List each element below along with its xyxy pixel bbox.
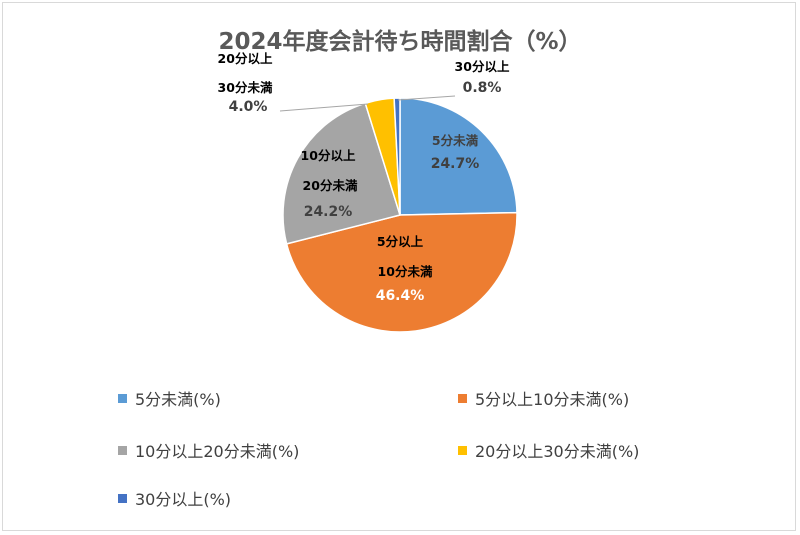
legend-swatch bbox=[118, 493, 127, 503]
legend-swatch bbox=[118, 445, 127, 455]
slice-value-label: 0.8% bbox=[463, 80, 502, 96]
slice-category-label: 10分未満 bbox=[378, 264, 433, 279]
pie-slice-5 bbox=[393, 97, 401, 216]
legend-label: 5分以上10分未満(%) bbox=[475, 390, 630, 409]
legend-label: 30分以上(%) bbox=[135, 490, 232, 509]
slice-category-label: 30分以上 bbox=[455, 59, 510, 74]
legend-label: 5分未満(%) bbox=[135, 390, 221, 409]
leader-line bbox=[397, 95, 456, 101]
pie-slice-2 bbox=[285, 211, 518, 333]
slice-value-label: 24.2% bbox=[304, 204, 353, 220]
chart-title: 2024年度会計待ち時間割合（%） bbox=[218, 29, 582, 55]
pie-slice-1 bbox=[399, 97, 518, 216]
legend-swatch bbox=[118, 393, 127, 403]
slice-category-label: 10分以上 bbox=[301, 148, 356, 163]
legend-swatch bbox=[458, 445, 467, 455]
legend-label: 10分以上20分未満(%) bbox=[135, 442, 300, 461]
legend-item: 20分以上30分未満(%) bbox=[458, 438, 639, 462]
legend-label: 20分以上30分未満(%) bbox=[475, 442, 640, 461]
slice-value-label: 46.4% bbox=[376, 288, 425, 304]
slice-value-label: 4.0% bbox=[229, 99, 268, 115]
legend-item: 10分以上20分未満(%) bbox=[118, 438, 299, 462]
legend-swatch bbox=[458, 393, 467, 403]
slice-category-label: 5分未満 bbox=[432, 133, 479, 148]
slice-category-label: 30分未満 bbox=[218, 80, 273, 95]
legend-item: 30分以上(%) bbox=[118, 486, 231, 510]
leader-line bbox=[279, 103, 369, 112]
slice-value-label: 24.7% bbox=[431, 156, 480, 172]
slice-category-label: 20分以上 bbox=[218, 51, 273, 66]
pie-slice-3 bbox=[282, 102, 401, 245]
slice-category-label: 5分以上 bbox=[377, 234, 424, 249]
legend-item: 5分未満(%) bbox=[118, 386, 221, 410]
legend-item: 5分以上10分未満(%) bbox=[458, 386, 629, 410]
slice-category-label: 20分未満 bbox=[303, 178, 358, 193]
